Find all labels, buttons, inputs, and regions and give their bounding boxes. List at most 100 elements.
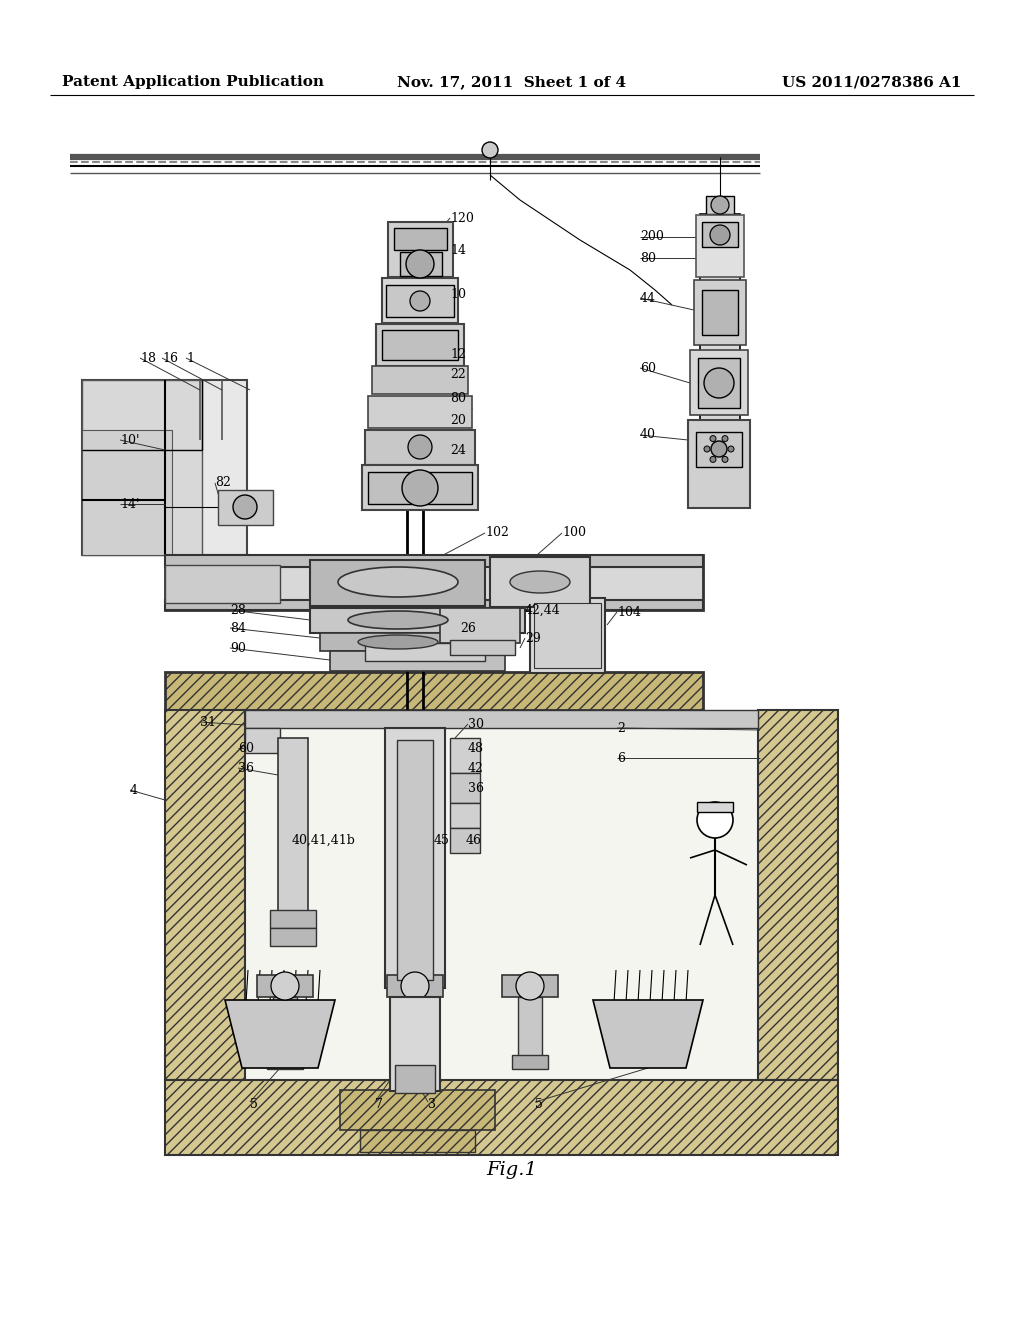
Bar xyxy=(450,738,480,774)
Text: 24: 24 xyxy=(450,444,466,457)
Circle shape xyxy=(271,972,299,1001)
Circle shape xyxy=(710,224,730,246)
Bar xyxy=(700,214,740,504)
Bar xyxy=(165,554,703,610)
Polygon shape xyxy=(593,1001,703,1068)
Bar xyxy=(400,252,442,276)
Bar xyxy=(397,741,433,979)
Ellipse shape xyxy=(348,611,449,630)
Bar xyxy=(82,380,247,554)
Circle shape xyxy=(406,249,434,279)
Text: 60: 60 xyxy=(640,362,656,375)
Bar xyxy=(245,710,758,729)
Text: 22: 22 xyxy=(450,368,466,381)
Bar xyxy=(450,828,480,853)
Text: 31: 31 xyxy=(200,715,216,729)
Text: 20: 20 xyxy=(450,413,466,426)
Text: 120: 120 xyxy=(450,211,474,224)
Circle shape xyxy=(728,446,734,451)
Bar xyxy=(368,396,472,428)
Text: 14': 14' xyxy=(120,498,139,511)
Text: 102: 102 xyxy=(485,527,509,540)
Bar xyxy=(165,1080,838,1155)
Text: 80: 80 xyxy=(450,392,466,404)
Text: 10': 10' xyxy=(120,433,139,446)
Text: Patent Application Publication: Patent Application Publication xyxy=(62,75,324,88)
Bar xyxy=(218,490,273,525)
Text: 16: 16 xyxy=(162,351,178,364)
Text: Nov. 17, 2011  Sheet 1 of 4: Nov. 17, 2011 Sheet 1 of 4 xyxy=(397,75,627,88)
Text: 46: 46 xyxy=(466,833,482,846)
Polygon shape xyxy=(225,1001,335,1068)
Text: 2: 2 xyxy=(617,722,625,734)
Circle shape xyxy=(410,290,430,312)
Bar xyxy=(688,420,750,508)
Text: 40: 40 xyxy=(640,429,656,441)
Bar xyxy=(450,640,515,655)
Bar xyxy=(165,672,703,710)
Bar xyxy=(372,366,468,393)
Text: 10: 10 xyxy=(450,289,466,301)
Bar xyxy=(365,643,485,661)
Circle shape xyxy=(710,457,716,462)
Bar xyxy=(698,358,740,408)
Bar xyxy=(257,975,313,997)
Bar xyxy=(518,997,542,1057)
Text: 200: 200 xyxy=(640,231,664,243)
Text: 80: 80 xyxy=(640,252,656,264)
Bar xyxy=(385,729,445,987)
Text: 48: 48 xyxy=(468,742,484,755)
Text: 36: 36 xyxy=(238,762,254,775)
Text: 45: 45 xyxy=(434,833,450,846)
Bar xyxy=(270,928,316,946)
Bar xyxy=(450,774,480,803)
Bar xyxy=(245,710,758,1080)
Text: 90: 90 xyxy=(230,642,246,655)
Bar xyxy=(165,710,245,1080)
Text: 1: 1 xyxy=(186,351,194,364)
Circle shape xyxy=(697,803,733,838)
Circle shape xyxy=(711,195,729,214)
Text: 44: 44 xyxy=(640,292,656,305)
Bar xyxy=(319,634,515,651)
Bar xyxy=(310,609,525,634)
Bar xyxy=(387,975,443,997)
Bar xyxy=(388,222,453,277)
Bar xyxy=(690,350,748,414)
Circle shape xyxy=(722,436,728,442)
Bar xyxy=(82,380,202,554)
Circle shape xyxy=(233,495,257,519)
Text: 4: 4 xyxy=(130,784,138,796)
Bar xyxy=(702,290,738,335)
Text: 60: 60 xyxy=(238,742,254,755)
Circle shape xyxy=(722,457,728,462)
Bar xyxy=(530,598,605,673)
Bar xyxy=(165,601,703,610)
Bar xyxy=(165,565,280,603)
Bar xyxy=(502,975,558,997)
Text: Fig.1: Fig.1 xyxy=(486,1162,538,1179)
Text: 18: 18 xyxy=(140,351,156,364)
Bar xyxy=(273,997,297,1057)
Text: 104: 104 xyxy=(617,606,641,619)
Circle shape xyxy=(705,368,734,399)
Bar xyxy=(270,909,316,928)
Text: 5: 5 xyxy=(535,1098,543,1111)
Text: 7: 7 xyxy=(375,1098,383,1111)
Bar xyxy=(706,195,734,214)
Bar xyxy=(362,465,478,510)
Circle shape xyxy=(705,446,710,451)
Text: 42: 42 xyxy=(468,762,484,775)
Bar xyxy=(340,1090,495,1130)
Ellipse shape xyxy=(358,635,438,649)
Text: 40,41,41b: 40,41,41b xyxy=(292,833,356,846)
Bar xyxy=(386,285,454,317)
Bar xyxy=(403,997,427,1057)
Bar xyxy=(512,1055,548,1069)
Bar xyxy=(310,560,485,606)
Text: 84: 84 xyxy=(230,622,246,635)
Text: 82: 82 xyxy=(215,477,230,490)
Bar xyxy=(696,215,744,277)
Text: 42,44: 42,44 xyxy=(525,603,561,616)
Circle shape xyxy=(401,972,429,1001)
